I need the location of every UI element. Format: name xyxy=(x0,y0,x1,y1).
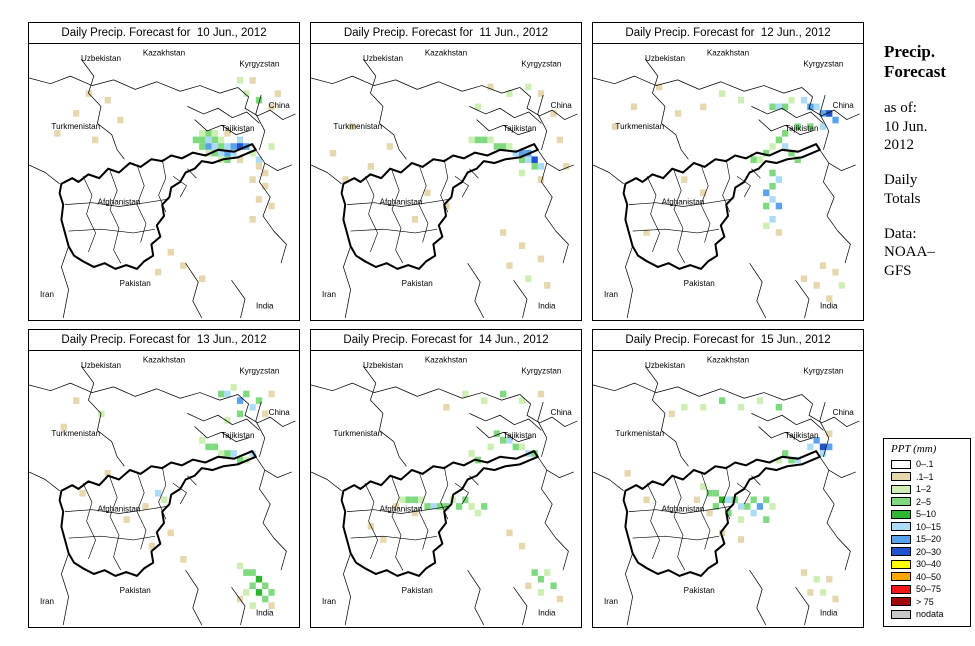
precip-map xyxy=(29,44,299,318)
panel-title: Daily Precip. Forecast for 12 Jun., 2012 xyxy=(592,22,864,44)
precip-map xyxy=(311,351,581,625)
caption-title-line2: Forecast xyxy=(884,62,946,82)
forecast-panel-1: Daily Precip. Forecast for 10 Jun., 2012 xyxy=(28,22,300,321)
panel-title: Daily Precip. Forecast for 15 Jun., 2012 xyxy=(592,329,864,351)
legend-row: 50–75 xyxy=(891,583,965,596)
caption-totals-line2: Totals xyxy=(884,190,921,207)
legend-row: .1–1 xyxy=(891,471,965,484)
legend-label: 30–40 xyxy=(916,559,942,570)
legend-swatch xyxy=(891,609,911,619)
legend-label: > 75 xyxy=(916,596,934,607)
figure-caption: Precip. Forecast as of: 10 Jun. 2012 Dai… xyxy=(884,42,974,281)
legend-swatch xyxy=(891,597,911,607)
legend-swatch xyxy=(891,572,911,582)
caption-asof-date: 10 Jun. xyxy=(884,118,928,135)
precip-legend: PPT (mm) 0–.1.1–1 1–2 2–5 5–10 10–15 15–20 20–… xyxy=(883,438,971,627)
legend-row: 5–10 xyxy=(891,508,965,521)
legend-title: PPT (mm) xyxy=(891,443,937,455)
legend-row: 2–5 xyxy=(891,496,965,509)
panel-title: Daily Precip. Forecast for 13 Jun., 2012 xyxy=(28,329,300,351)
legend-label: 10–15 xyxy=(916,521,942,532)
precip-cells xyxy=(624,397,839,603)
legend-row: > 75 xyxy=(891,596,965,609)
legend-row: 0–.1 xyxy=(891,458,965,471)
legend-row: 20–30 xyxy=(891,546,965,559)
legend-row: 40–50 xyxy=(891,571,965,584)
caption-asof-label: as of: xyxy=(884,99,917,116)
forecast-panel-4: Daily Precip. Forecast for 13 Jun., 2012 xyxy=(28,329,300,628)
legend-swatch xyxy=(891,509,911,519)
legend-swatch xyxy=(891,497,911,507)
caption-totals-line1: Daily xyxy=(884,172,918,189)
precip-cells xyxy=(54,77,281,283)
legend-swatch xyxy=(891,534,911,544)
precip-cells xyxy=(611,83,845,302)
legend-label: 20–30 xyxy=(916,546,942,557)
forecast-panel-5: Daily Precip. Forecast for 14 Jun., 2012 xyxy=(310,329,582,628)
caption-data-label: Data: xyxy=(884,225,917,242)
forecast-panel-6: Daily Precip. Forecast for 15 Jun., 2012 xyxy=(592,329,864,628)
caption-data-source1: NOAA– xyxy=(884,244,935,261)
legend-label: 50–75 xyxy=(916,584,942,595)
legend-row: 1–2 xyxy=(891,483,965,496)
legend-swatch xyxy=(891,559,911,569)
panel-title: Daily Precip. Forecast for 14 Jun., 2012 xyxy=(310,329,582,351)
legend-label: .1–1 xyxy=(916,471,934,482)
precip-map-container xyxy=(592,350,864,628)
forecast-panel-2: Daily Precip. Forecast for 11 Jun., 2012 xyxy=(310,22,582,321)
legend-row: 10–15 xyxy=(891,521,965,534)
legend-swatch xyxy=(891,547,911,557)
forecast-panel-grid: Daily Precip. Forecast for 10 Jun., 2012… xyxy=(28,22,864,628)
precip-map xyxy=(593,351,863,625)
precip-cells xyxy=(60,384,275,609)
legend-swatch xyxy=(891,459,911,469)
precip-map-container xyxy=(310,350,582,628)
legend-row: 30–40 xyxy=(891,558,965,571)
precip-map-container xyxy=(28,43,300,321)
legend-label: 5–10 xyxy=(916,509,937,520)
legend-label: 40–50 xyxy=(916,571,942,582)
legend-swatch xyxy=(891,522,911,532)
legend-label: 1–2 xyxy=(916,484,932,495)
legend-row: nodata xyxy=(891,608,965,621)
precip-map xyxy=(29,351,299,625)
precip-map xyxy=(311,44,581,318)
forecast-panel-3: Daily Precip. Forecast for 12 Jun., 2012 xyxy=(592,22,864,321)
legend-label: 0–.1 xyxy=(916,459,934,470)
precip-map-container xyxy=(310,43,582,321)
legend-label: nodata xyxy=(916,609,944,620)
precip-map-container xyxy=(592,43,864,321)
caption-title-line1: Precip. xyxy=(884,42,936,61)
legend-row: 15–20 xyxy=(891,533,965,546)
legend-label: 15–20 xyxy=(916,534,942,545)
legend-swatch xyxy=(891,484,911,494)
panel-title: Daily Precip. Forecast for 10 Jun., 2012 xyxy=(28,22,300,44)
panel-title: Daily Precip. Forecast for 11 Jun., 2012 xyxy=(310,22,582,44)
precip-map xyxy=(593,44,863,318)
precip-cells xyxy=(367,390,563,603)
legend-entries: 0–.1.1–1 1–2 2–5 5–10 10–15 15–20 20–30 30–40 40… xyxy=(891,458,965,621)
legend-swatch xyxy=(891,584,911,594)
precip-map-container xyxy=(28,350,300,628)
legend-label: 2–5 xyxy=(916,496,932,507)
legend-swatch xyxy=(891,472,911,482)
precip-cells xyxy=(329,83,570,289)
caption-asof-year: 2012 xyxy=(884,137,914,154)
caption-data-source2: GFS xyxy=(884,263,912,280)
